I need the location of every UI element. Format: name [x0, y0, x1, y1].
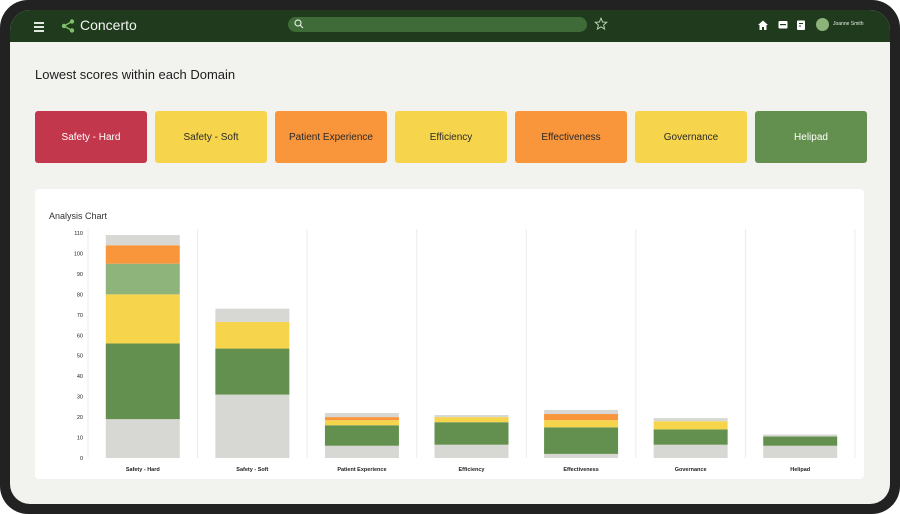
bar-segment[interactable]	[653, 421, 728, 430]
x-tick-label: Safety - Hard	[126, 467, 160, 473]
bar-segment[interactable]	[544, 420, 619, 428]
y-tick-label: 50	[77, 354, 83, 360]
bar-segment[interactable]	[434, 422, 509, 445]
bar-segment[interactable]	[105, 263, 180, 295]
bar-segment[interactable]	[544, 414, 619, 421]
bar-segment[interactable]	[434, 415, 509, 418]
y-tick-label: 70	[77, 313, 83, 319]
y-tick-label: 80	[77, 292, 83, 298]
domain-card[interactable]: Effectiveness	[515, 111, 627, 163]
home-icon[interactable]	[757, 19, 769, 31]
bar-segment[interactable]	[105, 235, 180, 246]
logo-icon	[61, 19, 75, 33]
y-tick-label: 40	[77, 374, 83, 380]
bar-segment[interactable]	[105, 294, 180, 344]
bar-segment[interactable]	[324, 420, 399, 426]
app-screen: Concerto	[10, 10, 890, 504]
domain-card[interactable]: Patient Experience	[275, 111, 387, 163]
bar-segment[interactable]	[324, 413, 399, 418]
x-tick-label: Efficiency	[459, 467, 486, 473]
section-title: Lowest scores within each Domain	[35, 67, 236, 82]
user-name[interactable]: Joanne Smith	[833, 21, 864, 27]
bar-segment[interactable]	[324, 425, 399, 446]
bar-segment[interactable]	[544, 409, 619, 415]
bar-segment[interactable]	[544, 453, 619, 458]
x-tick-label: Helipad	[790, 467, 810, 473]
bar-segment[interactable]	[763, 436, 838, 446]
search-input[interactable]	[306, 17, 585, 34]
bar-segment[interactable]	[105, 245, 180, 264]
bar-segment[interactable]	[215, 308, 290, 322]
analysis-chart: 0 10 20 30 40 50 60 70 80 90 100 110 Safety - Hard Sa…	[74, 229, 856, 473]
y-tick-label: 60	[77, 333, 83, 339]
bar-segment[interactable]	[105, 343, 180, 420]
y-tick-label: 10	[77, 436, 83, 442]
domain-card[interactable]: Safety - Soft	[155, 111, 267, 163]
domain-card[interactable]: Helipad	[755, 111, 867, 163]
bar-segment[interactable]	[544, 427, 619, 454]
top-navigation-bar: Concerto	[10, 10, 890, 42]
bar-segment[interactable]	[763, 434, 838, 437]
bar-segment[interactable]	[653, 444, 728, 458]
x-tick-label: Governance	[675, 467, 707, 473]
x-tick-label: Patient Experience	[337, 467, 386, 473]
document-icon[interactable]	[795, 19, 807, 31]
y-tick-label: 100	[74, 251, 83, 257]
x-tick-label: Safety - Soft	[236, 467, 268, 473]
bar-segment[interactable]	[763, 445, 838, 458]
search-icon	[294, 19, 304, 29]
domain-card[interactable]: Safety - Hard	[35, 111, 147, 163]
y-tick-label: 20	[77, 415, 83, 421]
bar-segment[interactable]	[215, 394, 290, 458]
y-tick-label: 110	[74, 231, 83, 237]
bar-segment[interactable]	[215, 348, 290, 395]
y-tick-label: 30	[77, 395, 83, 401]
bar-segment[interactable]	[105, 419, 180, 458]
bar-segment[interactable]	[653, 429, 728, 445]
search-bar[interactable]	[288, 17, 587, 34]
bar-segment[interactable]	[215, 321, 290, 349]
bar-segment[interactable]	[434, 417, 509, 423]
avatar[interactable]	[816, 18, 829, 31]
y-tick-label: 0	[80, 456, 83, 462]
bar-segment[interactable]	[324, 445, 399, 458]
domain-card[interactable]: Efficiency	[395, 111, 507, 163]
star-icon[interactable]	[594, 17, 608, 31]
analysis-chart-panel: Analysis Chart 0 10 20 30 40 50 60 70 80 90 100 110…	[35, 189, 864, 479]
bar-segment[interactable]	[653, 418, 728, 422]
y-tick-label: 90	[77, 272, 83, 278]
chart-title: Analysis Chart	[49, 211, 108, 221]
menu-icon[interactable]	[34, 20, 44, 32]
x-tick-label: Effectiveness	[563, 467, 598, 473]
domain-card[interactable]: Governance	[635, 111, 747, 163]
bar-segment[interactable]	[434, 444, 509, 458]
brand-name[interactable]: Concerto	[80, 17, 137, 33]
bar-segment[interactable]	[324, 417, 399, 421]
chat-icon[interactable]	[777, 19, 789, 31]
